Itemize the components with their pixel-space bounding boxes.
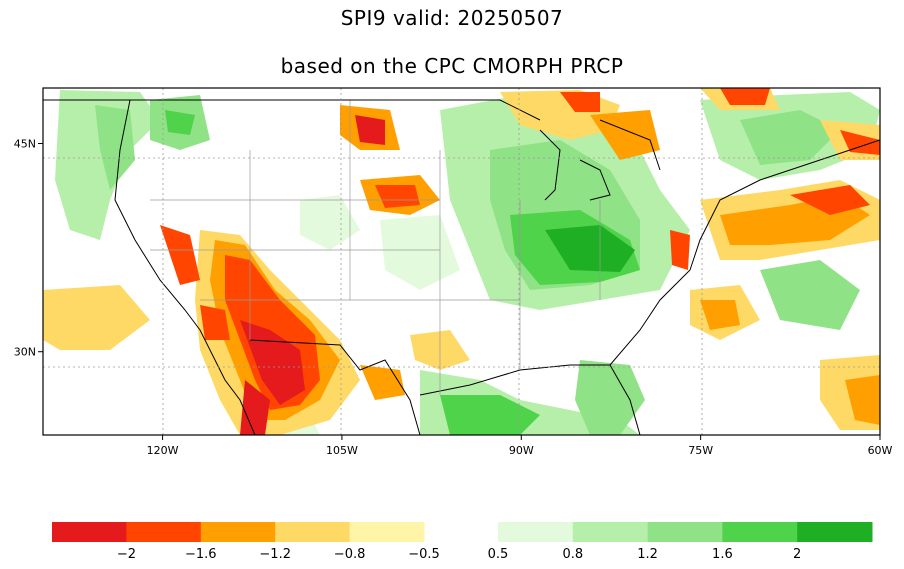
axis-ticks: 120W 105W 90W 75W 60W 45N 30N	[14, 138, 893, 457]
lon-label: 105W	[326, 444, 358, 457]
colorbar-swatch-wet	[797, 522, 873, 542]
colorbar-swatch-dry	[349, 522, 425, 542]
colorbar-label: −1.2	[259, 547, 291, 562]
lat-label: 30N	[14, 346, 36, 359]
colorbar: −2 −1.6 −1.2 −0.8 −0.5 0.5 0.8 1.2 1.6 2	[52, 522, 873, 562]
colorbar-swatch-wet	[498, 522, 574, 542]
colorbar-swatch-dry	[52, 522, 127, 542]
map-title: SPI9 valid: 20250507	[340, 6, 564, 30]
lon-label: 90W	[509, 444, 534, 457]
colorbar-swatch-wet	[647, 522, 723, 542]
lon-label: 75W	[688, 444, 713, 457]
colorbar-label: −2	[117, 547, 136, 562]
colorbar-swatch-dry	[275, 522, 351, 542]
map-frame	[42, 87, 881, 436]
precip-anomaly-field	[43, 88, 880, 435]
colorbar-label: −0.8	[334, 547, 366, 562]
colorbar-swatch-dry	[126, 522, 202, 542]
map-subtitle: based on the CPC CMORPH PRCP	[280, 54, 624, 78]
lat-label: 45N	[14, 138, 36, 151]
colorbar-swatch-wet	[722, 522, 798, 542]
colorbar-label: 1.2	[637, 547, 658, 562]
colorbar-label: 0.5	[488, 547, 509, 562]
dry-regions	[43, 88, 880, 435]
colorbar-label: 1.6	[712, 547, 733, 562]
colorbar-label: 0.8	[562, 547, 583, 562]
colorbar-label: 2	[793, 547, 801, 562]
boundaries	[43, 99, 880, 435]
colorbar-label: −0.5	[408, 547, 440, 562]
colorbar-swatch-wet	[572, 522, 649, 542]
colorbar-swatch-dry	[200, 522, 276, 542]
lon-label: 60W	[868, 444, 893, 457]
colorbar-label: −1.6	[185, 547, 217, 562]
lon-label: 120W	[147, 444, 179, 457]
